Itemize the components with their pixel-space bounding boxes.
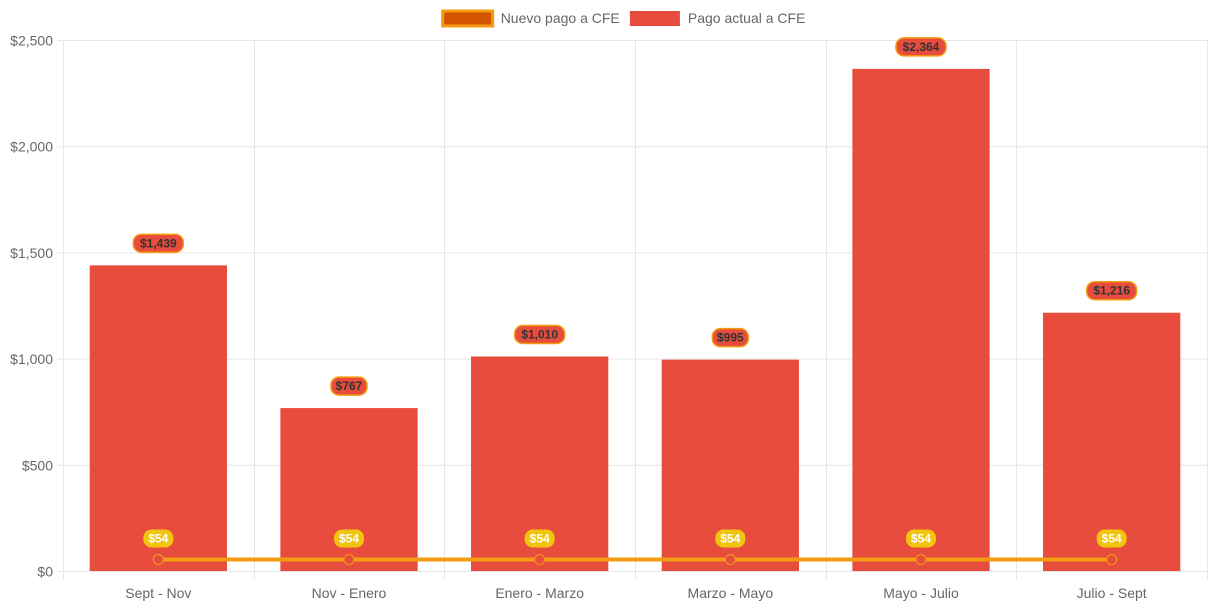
line-data-label: $54	[143, 529, 174, 548]
y-tick-label: $2,500	[10, 33, 53, 49]
line-series	[152, 554, 1118, 566]
line-data-label-text: $54	[530, 532, 550, 546]
bar[interactable]	[1043, 312, 1181, 571]
bar-series	[89, 68, 1181, 571]
bar-data-label-bg	[330, 376, 368, 396]
legend-label: Pago actual a CFE	[688, 10, 806, 26]
y-tick-label: $1,500	[10, 245, 53, 261]
legend[interactable]: Nuevo pago a CFE Pago actual a CFE	[441, 9, 806, 28]
line-point[interactable]	[152, 554, 164, 566]
line-point[interactable]	[724, 554, 736, 566]
line-data-label: $54	[715, 529, 746, 548]
line-data-label-bg	[906, 529, 936, 548]
x-tick-label: Enero - Marzo	[495, 585, 584, 601]
bar-data-label-text: $767	[336, 379, 363, 393]
line-data-label-text: $54	[1102, 532, 1122, 546]
line-data-label-text: $54	[148, 532, 168, 546]
x-tick-label: Mayo - Julio	[883, 585, 959, 601]
legend-item-pago-actual[interactable]: Pago actual a CFE	[629, 10, 806, 26]
bar-data-label: $1,439	[132, 233, 185, 254]
bar-data-label-bg	[513, 324, 566, 345]
y-tick-label: $500	[22, 457, 53, 473]
data-labels: $1,439 $767 $1,010 $995 $2,364 $1,216 $54 $54 $5…	[132, 37, 1138, 548]
legend-item-nuevo-pago[interactable]: Nuevo pago a CFE	[441, 9, 620, 28]
bar[interactable]	[89, 265, 227, 571]
bar-data-label: $995	[711, 327, 750, 348]
y-tick-label: $1,000	[10, 351, 53, 367]
line-data-label: $54	[1096, 529, 1127, 548]
x-tick-label: Sept - Nov	[125, 585, 191, 601]
line-data-label-bg	[1096, 529, 1127, 548]
bar-data-label-text: $1,216	[1093, 284, 1130, 298]
y-tick-label: $0	[37, 564, 53, 580]
legend-swatch	[441, 9, 495, 28]
line-point[interactable]	[534, 554, 546, 566]
line-data-label: $54	[906, 529, 936, 548]
line-data-label-bg	[334, 529, 364, 548]
line-data-label: $54	[524, 529, 555, 548]
bar-data-label: $1,010	[513, 324, 566, 345]
bar-data-label: $1,216	[1085, 280, 1138, 301]
line-point[interactable]	[915, 554, 927, 566]
bar-data-label-bg	[1085, 280, 1138, 301]
x-tick-label: Julio - Sept	[1077, 585, 1147, 601]
line-data-label-bg	[143, 529, 174, 548]
line-data-label: $54	[334, 529, 364, 548]
bar-data-label-bg	[132, 233, 185, 254]
legend-label: Nuevo pago a CFE	[501, 10, 620, 26]
bar-data-label-text: $1,010	[521, 327, 558, 341]
line-data-label-text: $54	[339, 532, 359, 546]
bar-data-label-text: $2,364	[903, 40, 940, 54]
y-tick-label: $2,000	[10, 139, 53, 155]
line-point[interactable]	[343, 554, 355, 566]
bar-data-label-text: $995	[717, 331, 744, 345]
line-point[interactable]	[1106, 554, 1118, 566]
grid	[57, 40, 1208, 579]
line-data-label-text: $54	[720, 532, 740, 546]
axes: $0 $500 $1,000 $1,500 $2,000 $2,500 Sept - Nov…	[10, 33, 1147, 602]
bar-data-label-bg	[711, 327, 750, 348]
bar-data-label: $2,364	[895, 37, 947, 57]
line-data-label-bg	[524, 529, 555, 548]
bar-data-label: $767	[330, 376, 368, 396]
x-tick-label: Nov - Enero	[312, 585, 387, 601]
x-tick-label: Marzo - Mayo	[688, 585, 774, 601]
bar-data-label-text: $1,439	[140, 236, 177, 250]
bar-data-label-bg	[895, 37, 947, 57]
line-data-label-bg	[715, 529, 746, 548]
bar[interactable]	[852, 68, 990, 571]
line-data-label-text: $54	[911, 532, 931, 546]
legend-swatch	[629, 11, 680, 26]
